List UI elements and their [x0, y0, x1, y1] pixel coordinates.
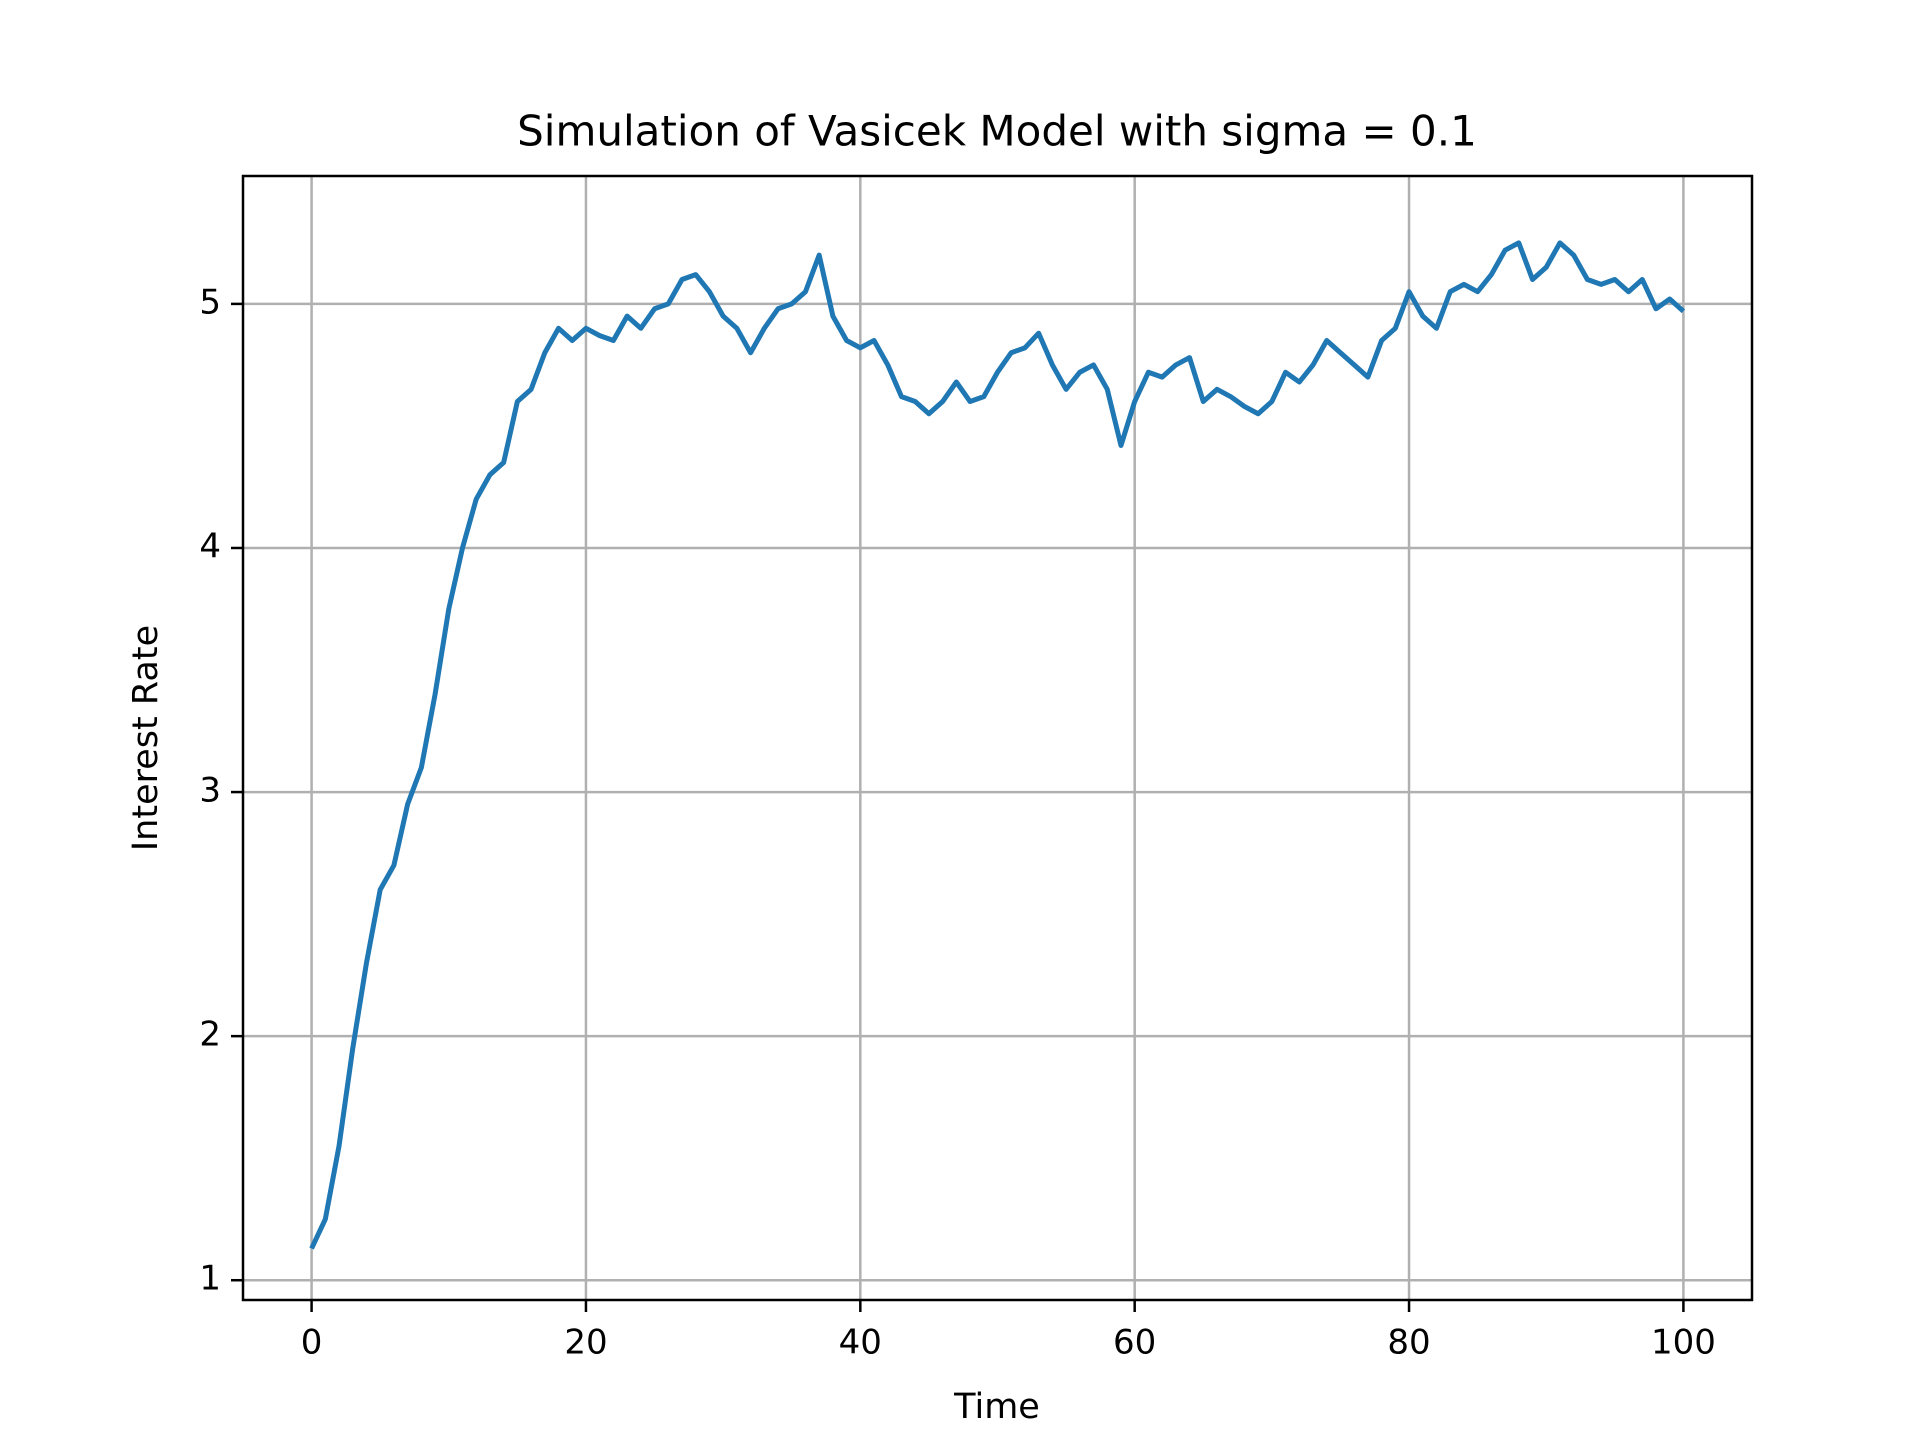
- x-tick-label: 100: [1651, 1323, 1716, 1363]
- x-tick-label: 80: [1387, 1323, 1430, 1363]
- y-tick-label: 1: [199, 1259, 221, 1299]
- y-tick-label: 3: [199, 771, 221, 811]
- x-tick-label: 0: [301, 1323, 323, 1363]
- y-tick-label: 5: [199, 282, 221, 322]
- x-axis-label: Time: [953, 1387, 1040, 1427]
- plot-frame: [241, 174, 1754, 1302]
- y-tick-label: 4: [199, 526, 221, 566]
- chart-title: Simulation of Vasicek Model with sigma =…: [517, 107, 1477, 156]
- y-tick-label: 2: [199, 1015, 221, 1055]
- data-line: [309, 240, 1686, 1250]
- x-tick-label: 20: [564, 1323, 607, 1363]
- y-axis-label: Interest Rate: [126, 625, 166, 851]
- x-tick-label: 40: [839, 1323, 882, 1363]
- x-tick-label: 60: [1113, 1323, 1156, 1363]
